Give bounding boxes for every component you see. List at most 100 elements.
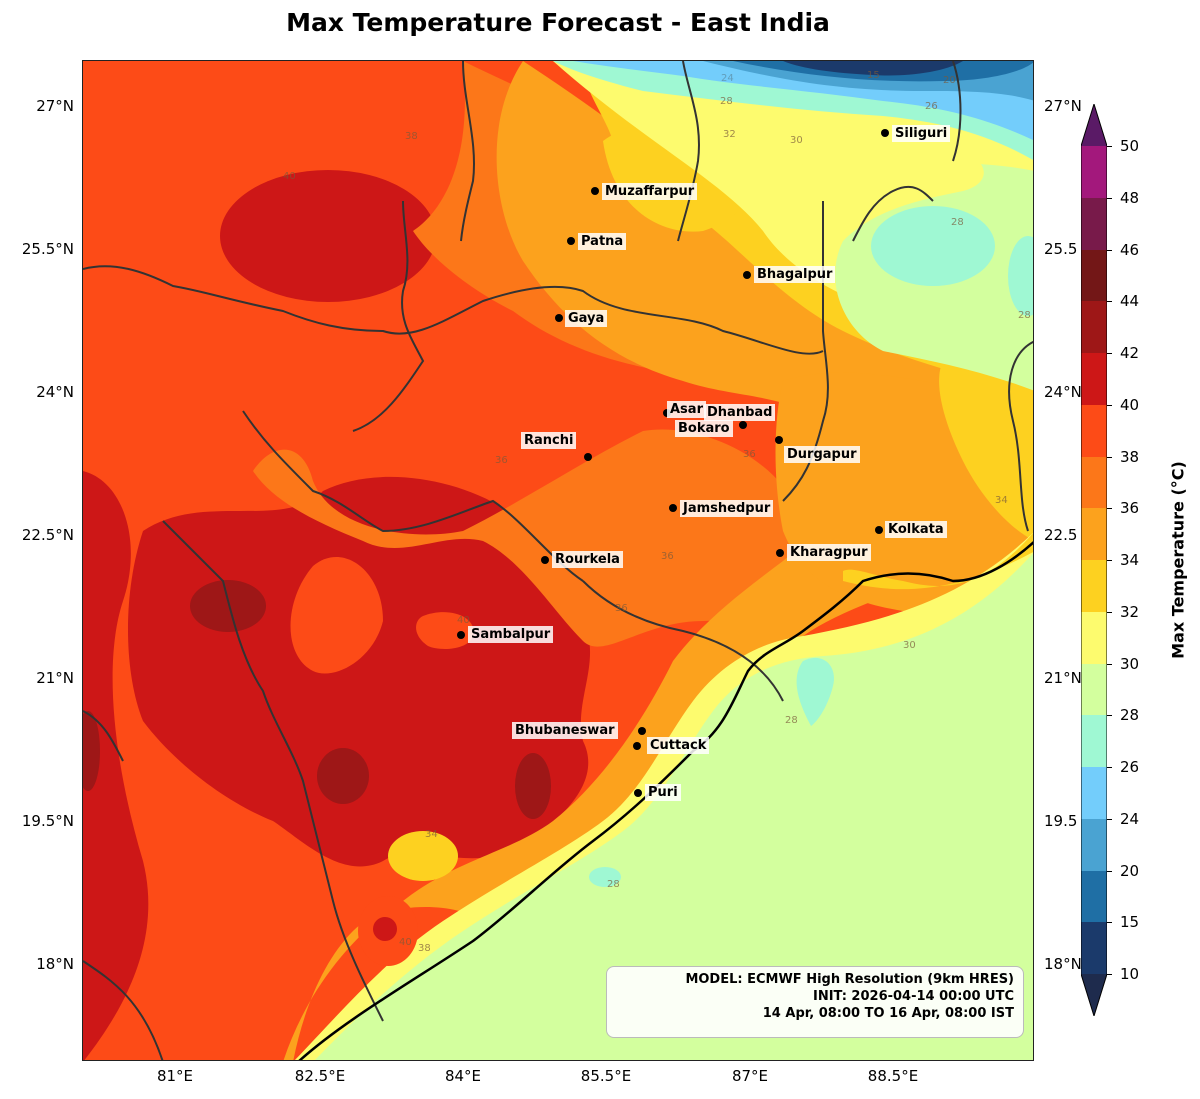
lon-tick-label: 88.5°E bbox=[867, 1067, 919, 1085]
colorbar-tick-label: 48 bbox=[1120, 189, 1140, 207]
city-label-patna: Patna bbox=[578, 233, 627, 250]
city-label-bhubaneswar: Bhubaneswar bbox=[512, 722, 618, 739]
contour-label: 40 bbox=[457, 615, 470, 626]
lat-tick-label-right: 25.5 bbox=[1044, 240, 1078, 258]
city-label-asansol: Asar bbox=[667, 401, 706, 418]
lon-tick-label: 82.5°E bbox=[294, 1067, 346, 1085]
colorbar-tick-label: 38 bbox=[1120, 448, 1140, 466]
city-label-gaya: Gaya bbox=[565, 310, 608, 327]
lon-tick-label: 84°E bbox=[444, 1067, 482, 1085]
city-label-kolkata: Kolkata bbox=[885, 521, 947, 538]
city-dot-jamshedpur bbox=[669, 504, 677, 512]
contour-label: 20 bbox=[943, 75, 956, 86]
colorbar-tick-label: 34 bbox=[1120, 551, 1140, 569]
contour-label: 28 bbox=[951, 217, 964, 228]
lat-tick-label: 24°N bbox=[36, 383, 74, 401]
city-label-ranchi: Ranchi bbox=[521, 432, 577, 449]
contour-label: 30 bbox=[903, 640, 916, 651]
lon-tick-label: 87°E bbox=[731, 1067, 769, 1085]
city-label-rourkela: Rourkela bbox=[552, 551, 623, 568]
model-line: MODEL: ECMWF High Resolution (9km HRES) bbox=[685, 972, 1014, 987]
contour-label: 36 bbox=[661, 551, 674, 562]
city-label-dhanbad: Dhanbad bbox=[704, 404, 776, 421]
city-dot-gaya bbox=[555, 314, 563, 322]
colorbar-tick-label: 15 bbox=[1120, 913, 1140, 931]
colorbar-tick-label: 46 bbox=[1120, 241, 1140, 259]
model-info-box: MODEL: ECMWF High Resolution (9km HRES) … bbox=[606, 966, 1024, 1038]
city-label-cuttack: Cuttack bbox=[647, 737, 710, 754]
contour-label: 36 bbox=[495, 455, 508, 466]
contour-label: 15 bbox=[867, 70, 880, 81]
contour-label: 28 bbox=[1018, 310, 1031, 321]
colorbar-tick-label: 36 bbox=[1120, 499, 1140, 517]
contour-label: 28 bbox=[785, 715, 798, 726]
contour-label: 24 bbox=[721, 73, 734, 84]
contour-label: 38 bbox=[405, 131, 418, 142]
city-dot-muzaffarpur bbox=[591, 187, 599, 195]
colorbar-over-arrow bbox=[1081, 104, 1107, 146]
city-dot-durgapur bbox=[775, 436, 783, 444]
valid-period-line: 14 Apr, 08:00 TO 16 Apr, 08:00 IST bbox=[762, 1006, 1014, 1021]
colorbar-tick-label: 26 bbox=[1120, 758, 1140, 776]
contour-label: 30 bbox=[790, 135, 803, 146]
chart-title: Max Temperature Forecast - East India bbox=[286, 8, 830, 37]
contour-label: 34 bbox=[995, 495, 1008, 506]
contour-label: 38 bbox=[418, 943, 431, 954]
city-label-sambalpur: Sambalpur bbox=[468, 626, 554, 643]
city-label-bhagalpur: Bhagalpur bbox=[754, 266, 836, 283]
lon-tick-label: 85.5°E bbox=[580, 1067, 632, 1085]
city-label-jamshedpur: Jamshedpur bbox=[680, 500, 774, 517]
city-dot-patna bbox=[567, 237, 575, 245]
city-dot-dhanbad bbox=[739, 421, 747, 429]
colorbar-tick-label: 24 bbox=[1120, 810, 1140, 828]
city-dot-kolkata bbox=[875, 526, 883, 534]
lon-tick-label: 81°E bbox=[156, 1067, 194, 1085]
lat-tick-label: 25.5°N bbox=[21, 240, 74, 258]
contour-label: 32 bbox=[723, 129, 736, 140]
colorbar-tick-label: 28 bbox=[1120, 706, 1140, 724]
contour-label: 40 bbox=[283, 171, 296, 182]
contour-label: 40 bbox=[399, 937, 412, 948]
city-label-muzaffarpur: Muzaffarpur bbox=[602, 183, 698, 200]
city-dot-rourkela bbox=[541, 556, 549, 564]
city-label-kharagpur: Kharagpur bbox=[787, 544, 871, 561]
city-dot-puri bbox=[634, 789, 642, 797]
city-dot-cuttack bbox=[633, 742, 641, 750]
lat-tick-label-right: 18°N bbox=[1044, 955, 1082, 973]
state-borders bbox=[83, 61, 1033, 1060]
map-plot-area: 38 40 24 28 32 30 15 20 26 28 28 36 36 3… bbox=[82, 60, 1034, 1061]
lat-tick-label: 27°N bbox=[36, 97, 74, 115]
lat-tick-label-right: 19.5 bbox=[1044, 812, 1078, 830]
colorbar-under-arrow bbox=[1081, 974, 1107, 1016]
init-line: INIT: 2026-04-14 00:00 UTC bbox=[813, 989, 1014, 1004]
city-dot-ranchi bbox=[584, 453, 592, 461]
city-dot-bhagalpur bbox=[743, 271, 751, 279]
colorbar-title: Max Temperature (°C) bbox=[1168, 461, 1188, 659]
city-dot-siliguri bbox=[881, 129, 889, 137]
colorbar-tick-label: 42 bbox=[1120, 344, 1140, 362]
contour-label: 28 bbox=[720, 96, 733, 107]
contour-label: 36 bbox=[743, 449, 756, 460]
colorbar-tick-label: 40 bbox=[1120, 396, 1140, 414]
temperature-contour-map: 38 40 24 28 32 30 15 20 26 28 28 36 36 3… bbox=[83, 61, 1033, 1060]
lat-tick-label-right: 24°N bbox=[1044, 383, 1082, 401]
coastline bbox=[298, 541, 1033, 1060]
contour-label: 26 bbox=[925, 101, 938, 112]
colorbar bbox=[1081, 104, 1107, 1016]
city-label-siliguri: Siliguri bbox=[892, 125, 951, 142]
lat-tick-label: 21°N bbox=[36, 669, 74, 687]
lat-tick-label: 19.5°N bbox=[21, 812, 74, 830]
lat-tick-label-right: 27°N bbox=[1044, 97, 1082, 115]
city-dot-sambalpur bbox=[457, 631, 465, 639]
colorbar-tick-label: 20 bbox=[1120, 862, 1140, 880]
city-dot-bhubaneswar bbox=[638, 727, 646, 735]
contour-label: 36 bbox=[615, 603, 628, 614]
colorbar-tick-label: 44 bbox=[1120, 292, 1140, 310]
colorbar-tick-label: 30 bbox=[1120, 655, 1140, 673]
city-label-durgapur: Durgapur bbox=[784, 446, 860, 463]
colorbar-tick-label: 50 bbox=[1120, 137, 1140, 155]
colorbar-tick-label: 32 bbox=[1120, 603, 1140, 621]
lat-tick-label: 22.5°N bbox=[21, 526, 74, 544]
city-label-bokaro: Bokaro bbox=[675, 420, 733, 437]
lat-tick-label: 18°N bbox=[36, 955, 74, 973]
